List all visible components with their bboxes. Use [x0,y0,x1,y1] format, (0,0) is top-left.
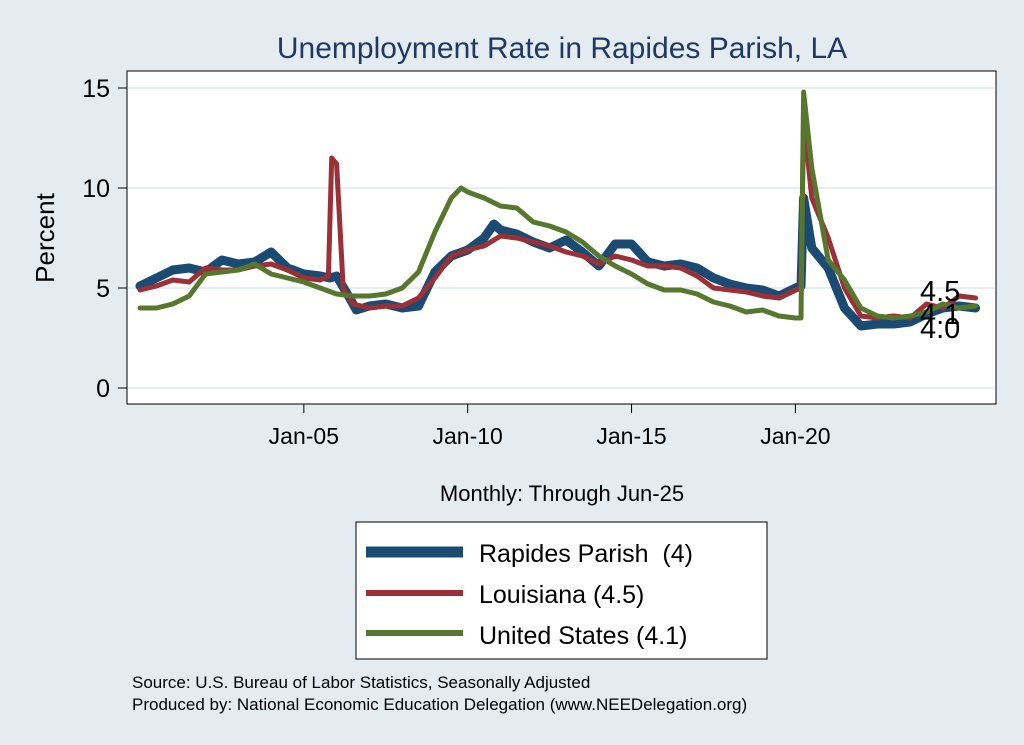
y-tick-label: 5 [96,275,110,303]
chart-title: Unemployment Rate in Rapides Parish, LA [277,32,847,65]
x-tick-label: Jan-15 [596,423,666,449]
y-tick-label: 0 [96,375,110,403]
legend-label-rapides: Rapides Parish (4) [479,540,693,568]
legend: Rapides Parish (4) Louisiana (4.5) Unite… [355,521,768,660]
axes: 0 5 10 15 Jan-05 Jan-10 Jan-15 Jan-20 [82,75,830,449]
y-tick-label: 15 [82,75,110,103]
end-label-1: 4.5 [920,276,960,308]
end-labels: 4.0 4.54.1 [920,276,960,345]
x-tick-label: Jan-20 [760,423,830,449]
series-line-united-states [137,89,979,321]
series-lines [135,89,981,331]
x-tick-label: Jan-10 [433,423,503,449]
end-label-2: 4.1 [920,299,960,331]
y-tick-label: 10 [82,175,110,203]
y-axis-title: Percent [30,192,60,282]
source-line-2: Produced by: National Economic Education… [132,695,747,714]
legend-label-united-states: United States (4.1) [479,622,687,650]
legend-label-louisiana: Louisiana (4.5) [479,581,644,609]
x-tick-label: Jan-05 [269,423,339,449]
x-axis-note: Monthly: Through Jun-25 [440,481,684,506]
end-label-0: 4.0 [920,313,960,345]
source-line-1: Source: U.S. Bureau of Labor Statistics,… [132,673,590,692]
